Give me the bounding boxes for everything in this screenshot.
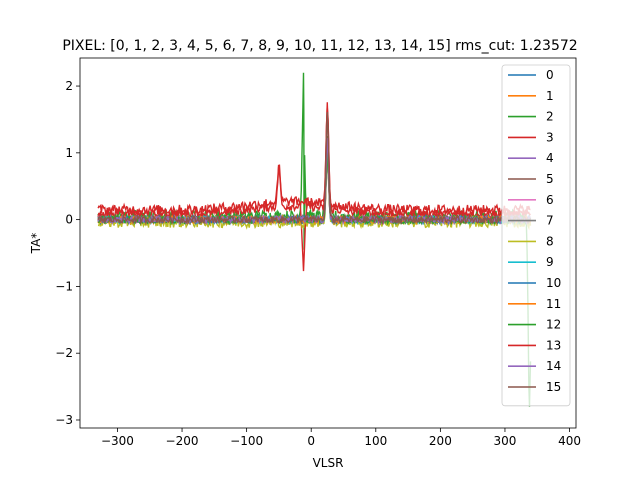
legend-label-7: 7 <box>546 214 554 228</box>
series-line-3 <box>97 102 532 272</box>
series-line-15 <box>97 112 532 226</box>
series-layer <box>97 72 532 407</box>
x-axis-ticks: −300 −200 −100 0 100 200 300 400 <box>101 428 581 448</box>
legend-label-12: 12 <box>546 318 561 332</box>
legend-box <box>501 64 571 407</box>
series-line-2 <box>97 72 532 407</box>
legend-label-0: 0 <box>546 68 554 82</box>
y-tick-label: −2 <box>55 346 73 360</box>
legend-label-9: 9 <box>546 255 554 269</box>
legend-label-13: 13 <box>546 338 561 352</box>
y-tick-label: −3 <box>55 413 73 427</box>
y-tick-label: −1 <box>55 279 73 293</box>
legend-label-14: 14 <box>546 359 561 373</box>
x-tick-label: 400 <box>558 434 581 448</box>
axes-frame <box>79 57 577 429</box>
legend-label-6: 6 <box>546 193 554 207</box>
x-tick-label: 100 <box>364 434 387 448</box>
x-tick-label: 300 <box>494 434 517 448</box>
x-tick-label: 200 <box>429 434 452 448</box>
x-axis-label: VLSR <box>313 456 344 470</box>
x-tick-label: −300 <box>101 434 134 448</box>
chart-title: PIXEL: [0, 1, 2, 3, 4, 5, 6, 7, 8, 9, 10… <box>62 38 577 54</box>
x-tick-label: 0 <box>307 434 315 448</box>
legend-label-8: 8 <box>546 234 554 248</box>
y-axis-ticks: −3 −2 −1 0 1 2 <box>55 79 80 427</box>
legend-label-11: 11 <box>546 297 561 311</box>
x-tick-label: −200 <box>166 434 199 448</box>
y-tick-label: 0 <box>65 213 73 227</box>
series-line-8 <box>97 155 532 231</box>
legend-label-2: 2 <box>546 110 554 124</box>
legend-label-15: 15 <box>546 380 561 394</box>
legend-label-1: 1 <box>546 89 554 103</box>
legend-label-3: 3 <box>546 130 554 144</box>
y-tick-label: 1 <box>65 146 73 160</box>
x-tick-label: −100 <box>230 434 263 448</box>
legend-label-4: 4 <box>546 151 554 165</box>
series-line-13 <box>97 104 531 218</box>
legend-label-5: 5 <box>546 172 554 186</box>
legend-label-10: 10 <box>546 276 561 290</box>
y-tick-label: 2 <box>65 79 73 93</box>
y-axis-label: TA* <box>29 233 43 255</box>
